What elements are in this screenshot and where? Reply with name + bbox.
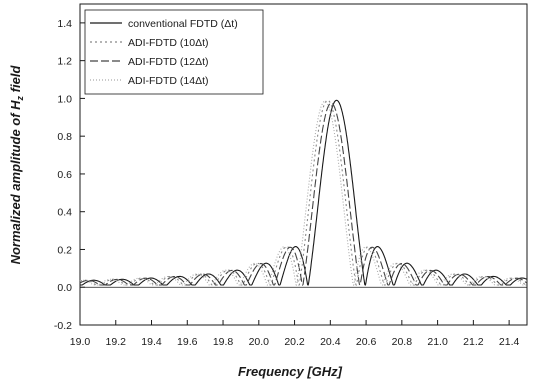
series-line	[79, 99, 527, 286]
series-line	[79, 100, 527, 286]
x-tick-label: 20.6	[356, 336, 377, 348]
x-tick-label: 20.8	[392, 336, 413, 348]
x-tick-label: 19.6	[177, 336, 198, 348]
y-tick-label: 0.4	[57, 207, 72, 219]
y-tick-label: -0.2	[54, 320, 72, 332]
y-tick-label: 1.4	[57, 18, 72, 30]
series-line	[79, 102, 528, 286]
y-tick-label: 0.2	[57, 244, 72, 256]
legend-label: ADI-FDTD (12Δt)	[128, 56, 209, 68]
y-axis-title-part-2: field	[8, 65, 23, 96]
y-tick-label: 1.0	[57, 93, 72, 105]
y-axis-title-symbol: H	[8, 100, 23, 110]
y-tick-label: 0.0	[57, 282, 72, 294]
y-axis-title: Normalized amplitude of Hz field	[8, 65, 25, 265]
x-tick-label: 19.8	[213, 336, 234, 348]
x-tick-label: 20.4	[320, 336, 341, 348]
x-tick-label: 19.0	[70, 336, 91, 348]
y-axis-title-subscript: z	[15, 95, 25, 101]
plot-frame	[79, 3, 528, 326]
x-tick-label: 19.4	[141, 336, 162, 348]
legend: conventional FDTD (Δt) ADI-FDTD (10Δt) ADI…	[84, 9, 264, 95]
legend-label: conventional FDTD (Δt)	[128, 18, 238, 30]
y-axis-title-part-1: Normalized amplitude of	[8, 110, 23, 265]
x-tick-label: 20.0	[249, 336, 270, 348]
series-line	[80, 99, 528, 286]
legend-label: ADI-FDTD (14Δt)	[128, 75, 209, 87]
x-axis-title: Frequency [GHz]	[238, 364, 343, 379]
x-tick-label: 20.2	[284, 336, 305, 348]
x-tick-label: 21.0	[427, 336, 448, 348]
y-tick-label: 0.6	[57, 169, 72, 181]
x-tick-label: 21.2	[463, 336, 484, 348]
legend-label: ADI-FDTD (10Δt)	[128, 37, 209, 49]
x-tick-label: 21.4	[499, 336, 520, 348]
ticks: 19.0 19.2 19.4 19.6 19.8 20.0 20.2 20.4 20.6 20.8…	[54, 18, 527, 348]
y-tick-label: 0.8	[57, 131, 72, 143]
x-tick-label: 19.2	[106, 336, 127, 348]
y-tick-label: 1.2	[57, 56, 72, 68]
series-lines	[79, 99, 528, 286]
